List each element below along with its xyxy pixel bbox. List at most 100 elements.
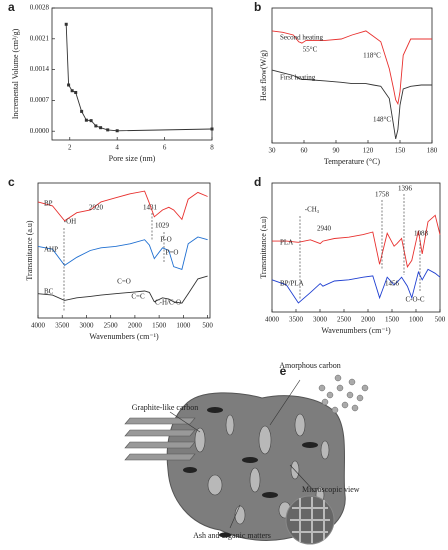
annotation: 2940	[317, 225, 332, 233]
label: Amorphous carbon	[279, 361, 341, 370]
x-tick-label: 3000	[79, 322, 94, 330]
data-point	[115, 129, 119, 133]
series-line	[37, 190, 208, 222]
x-tick-label: 1000	[409, 316, 424, 324]
label: Microscopic view	[302, 485, 360, 494]
micro-texture	[290, 497, 330, 543]
series-label: BP	[44, 200, 53, 208]
plot-frame	[37, 182, 211, 319]
x-tick-label: 2	[68, 144, 72, 152]
data-point	[84, 118, 88, 122]
series-label: First heating	[280, 74, 316, 82]
annotation: C=C	[131, 293, 145, 301]
y-axis-label: Incremental Volume (cm³/g)	[11, 28, 20, 119]
y-tick-label: 0.0028	[30, 4, 50, 12]
x-tick-label: 2500	[337, 316, 352, 324]
annotation: 1456	[385, 280, 400, 288]
leader-lines	[169, 379, 316, 529]
plot-frame	[271, 7, 433, 144]
series-line	[271, 69, 432, 140]
x-tick-label: 2000	[128, 322, 143, 330]
y-axis-label: Transmitance (a.u)	[25, 220, 34, 280]
y-axis-label: Heat flow(W/g)	[259, 50, 268, 101]
panel-label: b	[254, 0, 261, 14]
plot-frame	[271, 182, 441, 313]
annotation: P-O	[160, 236, 171, 244]
x-axis-label: Temperature (°C)	[324, 157, 381, 166]
annotation: C-H/C-O	[155, 299, 181, 307]
x-axis-label: Wavenumbers (cm⁻¹)	[89, 332, 159, 341]
data-point	[89, 119, 93, 123]
y-tick-label: 0.0000	[30, 127, 50, 135]
x-tick-label: 3500	[289, 316, 304, 324]
graphite-stacks	[124, 417, 196, 461]
annotation: 1396	[398, 185, 413, 193]
data-point	[67, 83, 71, 87]
series-line	[37, 275, 208, 304]
annotation: 148°C	[373, 116, 391, 124]
label: Ash and organic matters	[193, 531, 271, 540]
data-point	[94, 124, 98, 128]
annotation: 1431	[143, 204, 158, 212]
x-tick-label: 2000	[361, 316, 376, 324]
x-tick-label: 1500	[152, 322, 167, 330]
series-label: BP/PLA	[280, 280, 304, 288]
annotation: C=O	[117, 278, 131, 286]
series-label: Second heating	[280, 34, 323, 42]
x-tick-label: 8	[210, 144, 214, 152]
y-tick-label: 0.0007	[30, 96, 50, 104]
data-point	[64, 22, 68, 26]
annotation: 1758	[375, 191, 390, 199]
x-tick-label: 4	[115, 144, 119, 152]
pores	[194, 413, 330, 525]
x-tick-label: 90	[333, 147, 341, 155]
x-tick-label: 6	[163, 144, 167, 152]
panel-label: a	[8, 0, 15, 14]
series-line	[65, 24, 213, 132]
amorphous-cluster	[318, 374, 369, 414]
panel-label: d	[254, 175, 261, 189]
x-tick-label: 2500	[104, 322, 119, 330]
annotation: 2920	[89, 204, 104, 212]
x-axis-label: Wavenumbers (cm⁻¹)	[321, 326, 391, 335]
series-line	[37, 236, 208, 270]
panel-label: c	[8, 175, 15, 189]
data-point	[210, 127, 214, 131]
x-tick-label: 150	[395, 147, 406, 155]
annotation: -OH	[64, 218, 76, 226]
x-tick-label: 60	[301, 147, 309, 155]
x-tick-label: 120	[363, 147, 374, 155]
annotation: P=O	[166, 249, 179, 257]
x-tick-label: 180	[427, 147, 438, 155]
x-tick-label: 500	[202, 322, 213, 330]
data-point	[80, 109, 84, 113]
x-tick-label: 500	[435, 316, 446, 324]
graphite-domains	[183, 407, 318, 538]
diagram-e: e Amorphous carbon Graphite-like car	[124, 361, 369, 545]
x-tick-label: 3500	[55, 322, 70, 330]
series-label: BC	[44, 288, 54, 296]
y-tick-label: 0.0021	[30, 34, 50, 42]
x-axis-label: Pore size (nm)	[109, 154, 156, 163]
data-point	[99, 126, 103, 130]
y-axis-label: Transmittance (a.u)	[259, 216, 268, 279]
data-point	[70, 89, 74, 93]
series-label: AHP	[44, 246, 58, 254]
series-line	[271, 30, 432, 106]
plot-frame	[51, 7, 213, 141]
x-tick-label: 3000	[313, 316, 328, 324]
x-tick-label: 4000	[265, 316, 280, 324]
annotation: 1029	[155, 222, 170, 230]
annotation: 118°C	[363, 52, 381, 60]
x-tick-label: 1000	[176, 322, 191, 330]
series-label: PLA	[280, 239, 293, 247]
x-tick-label: 4000	[31, 322, 46, 330]
label: Graphite-like carbon	[132, 403, 198, 412]
data-point	[74, 90, 78, 94]
x-tick-label: 1500	[385, 316, 400, 324]
annotation: C-O-C	[405, 296, 424, 304]
annotation: 1088	[414, 230, 429, 238]
y-tick-label: 0.0014	[30, 65, 50, 73]
annotation: 55°C	[303, 46, 318, 54]
x-tick-label: 30	[269, 147, 277, 155]
